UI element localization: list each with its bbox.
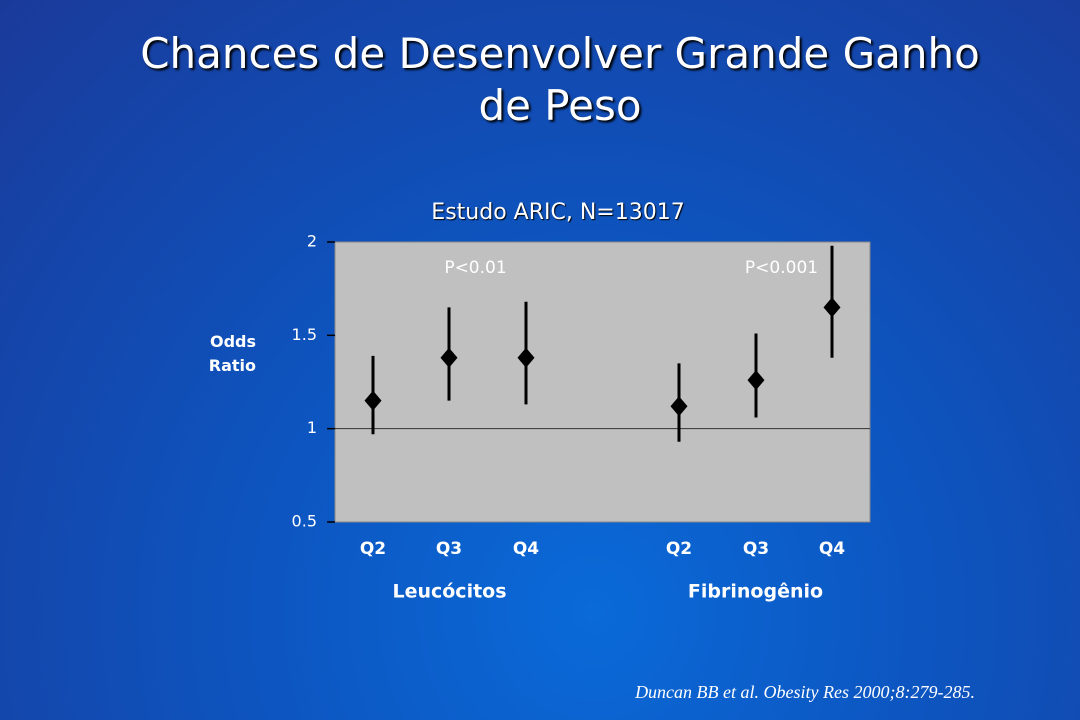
- x-tick-label: Q3: [436, 539, 462, 559]
- point: [747, 370, 765, 391]
- p-value: P<0.01: [444, 258, 506, 278]
- point: [670, 396, 688, 417]
- group-label: Leucócitos: [392, 581, 506, 603]
- y-tick-label: 0.5: [292, 512, 317, 531]
- y-tick-label: 1.5: [292, 325, 317, 344]
- group-label: Fibrinogênio: [688, 581, 823, 603]
- chart-subtitle: Estudo ARIC, N=13017: [431, 200, 684, 225]
- point: [517, 347, 535, 368]
- x-tick-label: Q3: [743, 539, 769, 559]
- point: [440, 347, 458, 368]
- point: [823, 297, 841, 318]
- p-value: P<0.001: [745, 258, 818, 278]
- x-tick-label: Q2: [666, 539, 692, 559]
- y-tick-label: 1: [307, 418, 317, 437]
- y-axis-label: Odds Ratio: [208, 332, 256, 375]
- point: [364, 390, 382, 411]
- y-tick-label: 2: [307, 232, 317, 251]
- x-tick-label: Q4: [513, 539, 539, 559]
- x-tick-label: Q4: [819, 539, 845, 559]
- slide-title: Chances de Desenvolver Grande Ganho de P…: [140, 29, 980, 130]
- x-tick-label: Q2: [360, 539, 386, 559]
- plot-area: [334, 241, 871, 523]
- citation: Duncan BB et al. Obesity Res 2000;8:279-…: [635, 682, 975, 702]
